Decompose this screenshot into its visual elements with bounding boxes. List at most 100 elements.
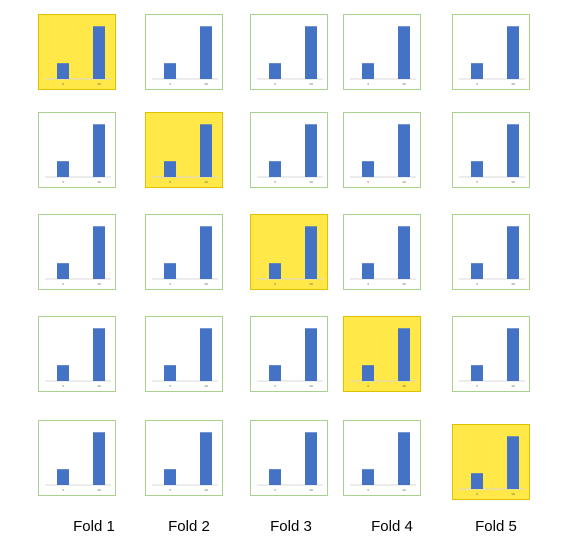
mini-bar-chart: 3 10	[459, 226, 525, 286]
mini-bar-chart: 3 10	[350, 432, 416, 492]
tick-label-3: 3	[367, 180, 369, 184]
fold-3-chart-4: 3 10	[250, 316, 328, 392]
tick-label-10: 10	[402, 488, 406, 492]
bar-10	[507, 328, 519, 381]
bar-10	[93, 432, 105, 485]
bar-10	[200, 328, 212, 381]
mini-bar-chart: 3 10	[152, 226, 218, 286]
mini-bar-chart: 3 10	[152, 124, 218, 184]
tick-label-10: 10	[309, 488, 313, 492]
fold-3-chart-5: 3 10	[250, 420, 328, 496]
mini-bar-chart: 3 10	[257, 328, 323, 388]
fold-2-chart-4: 3 10	[145, 316, 223, 392]
mini-bar-chart: 3 10	[45, 432, 111, 492]
tick-label-10: 10	[309, 180, 313, 184]
fold-5-label: Fold 5	[475, 518, 517, 535]
tick-label-3: 3	[476, 492, 478, 496]
fold-2-chart-3: 3 10	[145, 214, 223, 290]
mini-bar-chart: 3 10	[350, 26, 416, 86]
mini-bar-chart: 3 10	[152, 432, 218, 492]
bar-10	[398, 124, 410, 177]
tick-label-10: 10	[309, 282, 313, 286]
bar-10	[200, 432, 212, 485]
tick-label-10: 10	[402, 384, 406, 388]
bar-10	[305, 226, 317, 279]
bar-10	[398, 328, 410, 381]
fold-4-chart-3: 3 10	[343, 214, 421, 290]
tick-label-10: 10	[204, 488, 208, 492]
bar-10	[507, 26, 519, 79]
mini-bar-chart: 3 10	[459, 328, 525, 388]
tick-label-10: 10	[402, 282, 406, 286]
tick-label-3: 3	[62, 282, 64, 286]
bar-3	[471, 473, 483, 489]
fold-1-chart-3: 3 10	[38, 214, 116, 290]
bar-3	[269, 365, 281, 381]
tick-label-10: 10	[204, 82, 208, 86]
tick-label-10: 10	[204, 282, 208, 286]
bar-3	[471, 161, 483, 177]
fold-4-chart-4: 3 10	[343, 316, 421, 392]
bar-3	[269, 263, 281, 279]
bar-3	[269, 469, 281, 485]
bar-3	[164, 63, 176, 79]
fold-3-chart-2: 3 10	[250, 112, 328, 188]
mini-bar-chart: 3 10	[257, 124, 323, 184]
fold-2-chart-5: 3 10	[145, 420, 223, 496]
bar-10	[507, 226, 519, 279]
bar-10	[305, 432, 317, 485]
bar-3	[269, 161, 281, 177]
tick-label-3: 3	[367, 282, 369, 286]
bar-10	[200, 26, 212, 79]
bar-10	[305, 26, 317, 79]
bar-3	[471, 63, 483, 79]
tick-label-3: 3	[274, 82, 276, 86]
tick-label-3: 3	[62, 488, 64, 492]
bar-3	[362, 161, 374, 177]
bar-3	[269, 63, 281, 79]
fold-5-chart-2: 3 10	[452, 112, 530, 188]
bar-3	[362, 263, 374, 279]
mini-bar-chart: 3 10	[257, 226, 323, 286]
fold-4-label: Fold 4	[371, 518, 413, 535]
fold-4-chart-1: 3 10	[343, 14, 421, 90]
tick-label-10: 10	[204, 384, 208, 388]
tick-label-3: 3	[274, 384, 276, 388]
mini-bar-chart: 3 10	[350, 226, 416, 286]
bar-10	[200, 226, 212, 279]
fold-5-chart-1: 3 10	[452, 14, 530, 90]
bar-3	[471, 365, 483, 381]
mini-bar-chart: 3 10	[152, 26, 218, 86]
tick-label-3: 3	[169, 282, 171, 286]
mini-bar-chart: 3 10	[45, 226, 111, 286]
fold-1-chart-5: 3 10	[38, 420, 116, 496]
bar-10	[507, 436, 519, 489]
mini-bar-chart: 3 10	[459, 436, 525, 496]
mini-bar-chart: 3 10	[350, 328, 416, 388]
tick-label-10: 10	[97, 180, 101, 184]
mini-bar-chart: 3 10	[257, 26, 323, 86]
tick-label-10: 10	[511, 180, 515, 184]
mini-bar-chart: 3 10	[350, 124, 416, 184]
fold-5-chart-3: 3 10	[452, 214, 530, 290]
bar-10	[398, 226, 410, 279]
bar-3	[57, 365, 69, 381]
bar-3	[471, 263, 483, 279]
tick-label-3: 3	[367, 488, 369, 492]
bar-3	[362, 469, 374, 485]
tick-label-10: 10	[402, 82, 406, 86]
tick-label-10: 10	[97, 282, 101, 286]
tick-label-3: 3	[169, 180, 171, 184]
tick-label-3: 3	[476, 180, 478, 184]
tick-label-10: 10	[511, 384, 515, 388]
bar-10	[93, 226, 105, 279]
bar-3	[164, 161, 176, 177]
tick-label-10: 10	[97, 488, 101, 492]
tick-label-3: 3	[62, 384, 64, 388]
tick-label-3: 3	[367, 384, 369, 388]
bar-10	[305, 124, 317, 177]
tick-label-3: 3	[476, 384, 478, 388]
bar-10	[398, 432, 410, 485]
mini-bar-chart: 3 10	[459, 124, 525, 184]
